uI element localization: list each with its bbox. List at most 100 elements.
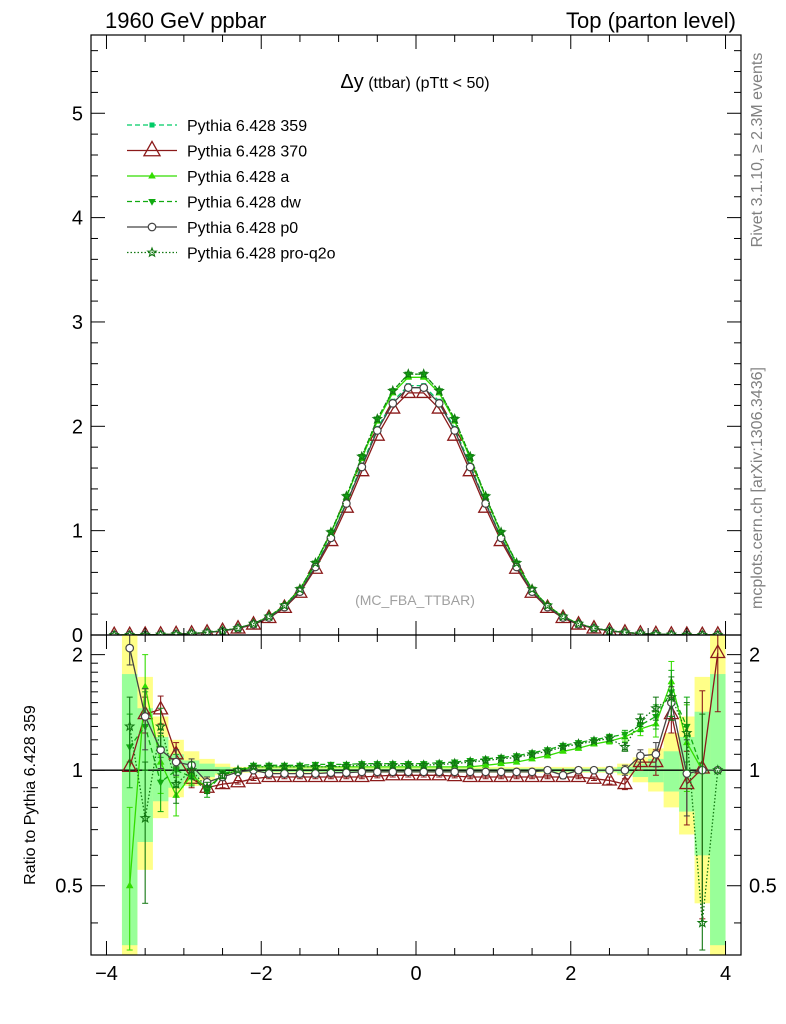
- ratio-data-point: [681, 727, 693, 738]
- main-data-point: [357, 462, 367, 472]
- legend-entry: Pythia 6.428 359: [127, 118, 307, 135]
- main-ytick-label: 3: [72, 312, 83, 334]
- legend-marker: [149, 122, 155, 128]
- main-data-point: [294, 583, 306, 594]
- ratio-data-point: [311, 769, 320, 778]
- ratio-data-point: [481, 761, 490, 768]
- main-data-point: [665, 628, 678, 635]
- ratio-data-point: [621, 731, 629, 739]
- legend-marker: [142, 140, 162, 157]
- ratio-data-point: [650, 702, 662, 714]
- main-data-point: [154, 628, 167, 635]
- main-data-point: [372, 426, 382, 435]
- main-data-point: [387, 384, 399, 396]
- main-series-line: [114, 387, 718, 635]
- ratio-xtick-label: 4: [720, 963, 731, 985]
- ratio-xtick-label: −2: [250, 963, 273, 985]
- ratio-data-point: [371, 759, 383, 771]
- ratio-data-point: [450, 767, 460, 777]
- main-data-point: [479, 490, 492, 502]
- ratio-data-point: [201, 781, 213, 793]
- main-data-point: [588, 622, 600, 633]
- ratio-data-point: [477, 767, 494, 783]
- ratio-data-point: [216, 769, 229, 781]
- legend-entry: Pythia 6.428 pro-q2o: [127, 246, 336, 263]
- legend-label: Pythia 6.428 dw: [187, 195, 301, 212]
- main-data-point: [526, 583, 538, 594]
- ratio-data-point: [434, 767, 444, 777]
- ratio-data-point: [526, 748, 538, 760]
- legend-marker: [146, 246, 158, 258]
- ratio-data-point: [124, 720, 136, 732]
- ratio-frame: [90, 634, 742, 956]
- header-left: 1960 GeV ppbar: [105, 8, 266, 33]
- ratio-data-point: [125, 643, 135, 653]
- ratio-panel: 0.5 0.5 1 1 2 2 −4 −2 0 2 4 Ratio to Pythia 6.428 …: [22, 634, 777, 985]
- ratio-data-point: [559, 747, 567, 754]
- ratio-data-point: [464, 756, 476, 767]
- ratio-data-point: [263, 760, 275, 772]
- main-data-point: [419, 371, 428, 379]
- main-data-point: [433, 384, 445, 396]
- ratio-data-point: [620, 765, 630, 775]
- legend-label: Pythia 6.428 pro-q2o: [187, 246, 336, 263]
- main-data-point: [388, 398, 398, 408]
- ratio-data-point: [495, 752, 507, 764]
- ratio-data-point: [588, 735, 600, 747]
- main-data-point: [696, 629, 708, 635]
- ratio-data-point: [572, 738, 585, 749]
- ratio-xtick-label: −4: [95, 963, 118, 985]
- main-data-point: [450, 426, 460, 435]
- ratio-data-point: [557, 740, 569, 752]
- main-data-point: [358, 454, 366, 461]
- ratio-data-point: [601, 771, 618, 786]
- legend-label: Pythia 6.428 370: [187, 144, 307, 161]
- legend-marker: [148, 171, 156, 179]
- legend-entry: Pythia 6.428 a: [127, 169, 289, 186]
- main-data-point: [466, 454, 474, 461]
- ratio-data-point: [497, 759, 505, 767]
- ratio-data-point: [232, 764, 244, 776]
- main-data-point: [402, 368, 414, 379]
- ratio-data-point: [665, 691, 678, 702]
- ratio-data-point: [403, 767, 413, 777]
- ratio-data-point: [634, 714, 647, 725]
- ratio-data-point: [493, 767, 510, 783]
- ratio-ylabel: Ratio to Pythia 6.428 359: [22, 705, 39, 885]
- main-title: Δy (ttbar) (pTtt < 50): [340, 71, 489, 93]
- main-data-point: [557, 610, 569, 622]
- ratio-data-point: [636, 751, 645, 761]
- main-ytick-label: 5: [72, 103, 83, 125]
- main-data-point: [510, 557, 523, 568]
- ratio-series-line: [129, 690, 718, 793]
- main-data-point: [340, 490, 353, 502]
- main-series-line: [114, 373, 718, 635]
- ratio-data-point: [245, 769, 262, 784]
- ratio-data-point: [541, 745, 554, 757]
- side-label-mcplots: mcplots.cern.ch [arXiv:1306.3436]: [749, 367, 766, 609]
- ratio-data-point: [154, 720, 167, 732]
- ratio-data-point: [353, 767, 370, 783]
- ratio-xtick-label: 2: [565, 963, 576, 985]
- ratio-data-point: [156, 779, 165, 787]
- ratio-band-inner: [663, 751, 680, 792]
- main-data-point: [247, 617, 260, 629]
- main-ytick-label: 2: [72, 416, 83, 438]
- main-data-point: [446, 426, 463, 441]
- main-data-point: [431, 399, 448, 414]
- ratio-data-point: [462, 767, 479, 783]
- ratio-data-point: [479, 754, 492, 766]
- ratio-data-point: [141, 682, 149, 690]
- ratio-data-point: [466, 762, 474, 770]
- main-data-point: [325, 526, 337, 538]
- ratio-data-point: [230, 773, 247, 788]
- ratio-data-point: [651, 749, 661, 759]
- legend-marker: [148, 198, 156, 206]
- main-data-point: [309, 557, 322, 568]
- main-data-point: [263, 610, 275, 622]
- ratio-data-point: [340, 760, 353, 771]
- main-data-point: [419, 383, 429, 393]
- ratio-ytick-label-right: 2: [749, 645, 760, 667]
- ratio-data-point: [510, 751, 523, 763]
